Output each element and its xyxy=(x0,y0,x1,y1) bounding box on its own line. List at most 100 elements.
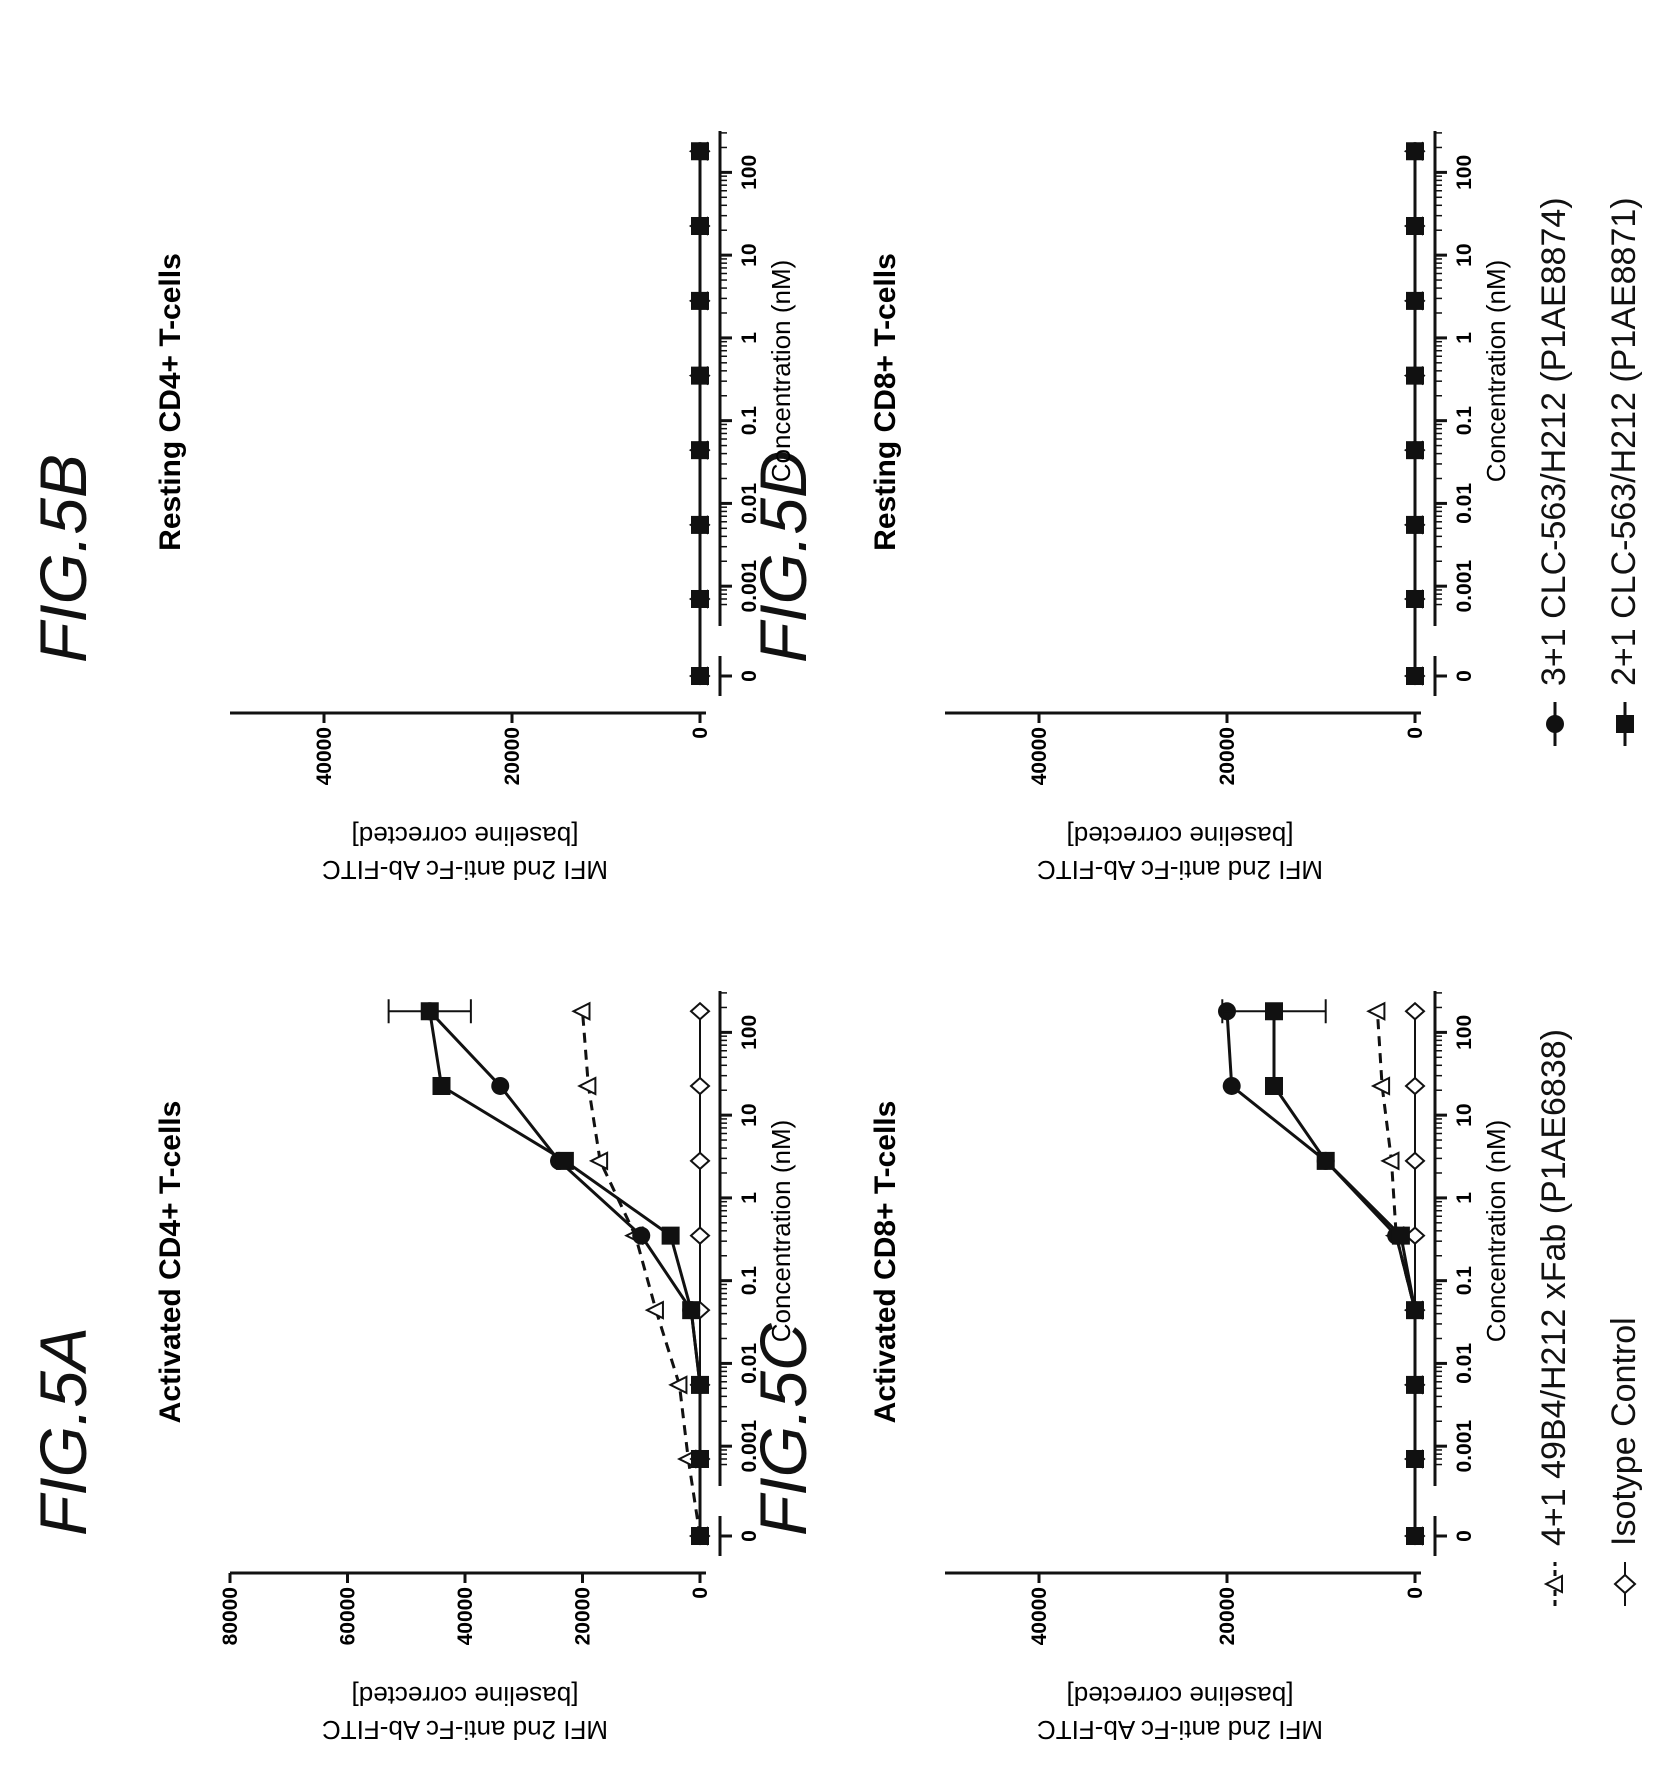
legend-label-iso: Isotype Control xyxy=(1605,1317,1643,1546)
y-tick-label: 0 xyxy=(1404,727,1427,739)
x-tick-label: 0.1 xyxy=(738,406,761,436)
x-tick-label: 10 xyxy=(738,243,761,266)
x-tick-label: 10 xyxy=(1453,1103,1476,1126)
series-line xyxy=(428,1010,702,1536)
chart-c: Activated CD8+ T-cells 0 20000 40000 0 0.001 0… xyxy=(869,991,1511,1745)
chart-panel-a: Activated CD4+ T-cells 0 20000 40000 60000 80… xyxy=(140,961,796,1761)
y-axis-label: MFI 2nd anti-Fc Ab-FITC xyxy=(1037,855,1323,885)
y-axis-label-sub: [baseline corrected] xyxy=(1067,1681,1294,1711)
data-point xyxy=(1406,1301,1424,1320)
x-tick-label: 1 xyxy=(1453,332,1476,344)
series-line xyxy=(581,1011,702,1537)
x-tick-label: 0 xyxy=(1453,1530,1476,1542)
x-tick-label: 10 xyxy=(738,1103,761,1126)
legend-symbol-circle-filled xyxy=(1545,702,1564,746)
data-point xyxy=(1406,667,1424,685)
data-point xyxy=(1406,1449,1424,1468)
data-point xyxy=(555,1151,574,1170)
legend-label-s2: 2+1 CLC-563/H212 (P1AE8871) xyxy=(1605,197,1643,686)
x-tick-label: 0.1 xyxy=(738,1266,761,1296)
y-tick-label: 60000 xyxy=(337,1587,360,1645)
data-point xyxy=(1265,1076,1283,1095)
series-s2 xyxy=(691,142,709,685)
y-axis-label-sub: [baseline corrected] xyxy=(352,821,579,851)
chart-d: Resting CD8+ T-cells 0 20000 40000 0 0.001 0.0… xyxy=(869,131,1511,885)
data-point xyxy=(1404,1076,1426,1096)
fig-5a-label: FIG.5A xyxy=(26,1326,100,1536)
series-s2 xyxy=(387,999,709,1545)
y-tick-label: 40000 xyxy=(1028,727,1051,785)
data-point xyxy=(661,1226,680,1245)
data-point xyxy=(588,1151,609,1171)
data-point xyxy=(1406,216,1424,235)
data-point xyxy=(632,1226,651,1245)
legend-label-s4: 4+1 49B4/H212 xFab (P1AE6838) xyxy=(1535,1029,1573,1546)
x-tick-label: 0.001 xyxy=(1453,560,1476,613)
y-tick-label: 20000 xyxy=(1216,727,1239,785)
series-s4 xyxy=(571,1001,708,1546)
data-point xyxy=(691,667,709,685)
data-point xyxy=(1316,1151,1335,1170)
data-point xyxy=(689,1076,711,1096)
x-tick-label: 0.1 xyxy=(1453,406,1476,436)
data-point xyxy=(1406,589,1424,608)
data-point xyxy=(1366,1001,1386,1021)
legend-label-s3: 3+1 CLC-563/H212 (P1AE8874) xyxy=(1535,197,1573,686)
data-point xyxy=(689,1151,711,1171)
x-axis-label: Concentration (nM) xyxy=(766,1120,796,1343)
x-tick-label: 0 xyxy=(738,670,761,682)
data-point xyxy=(691,291,709,310)
legend-item-s3: 3+1 CLC-563/H212 (P1AE8874) xyxy=(1535,197,1574,746)
x-tick-label: 0.001 xyxy=(738,560,761,613)
y-tick-label: 0 xyxy=(689,727,712,739)
data-point xyxy=(1404,1001,1426,1021)
legend-symbol-triangle-open xyxy=(1543,1562,1563,1606)
x-tick-label: 0 xyxy=(738,1530,761,1542)
data-point xyxy=(689,1001,711,1021)
legend-item-iso: Isotype Control xyxy=(1605,1317,1644,1606)
x-tick-label: 0.01 xyxy=(1453,483,1476,524)
data-point xyxy=(1391,1226,1410,1245)
data-point xyxy=(1265,1002,1283,1021)
data-point xyxy=(691,366,709,385)
series-line xyxy=(428,1011,702,1536)
series-s3 xyxy=(1218,1002,1424,1545)
y-tick-label: 40000 xyxy=(454,1587,477,1645)
data-point xyxy=(691,515,709,534)
data-point xyxy=(682,1301,701,1320)
data-point xyxy=(571,1001,591,1021)
y-tick-label: 0 xyxy=(1404,1587,1427,1599)
data-point xyxy=(1406,441,1424,460)
fig-5b-label: FIG.5B xyxy=(26,453,100,663)
data-point xyxy=(691,589,709,608)
y-tick-label: 80000 xyxy=(219,1587,242,1645)
data-point xyxy=(491,1076,510,1095)
chart-title: Activated CD4+ T-cells xyxy=(154,1101,187,1424)
x-axis-label: Concentration (nM) xyxy=(1481,1120,1511,1343)
x-tick-label: 0.01 xyxy=(738,483,761,524)
data-point xyxy=(577,1076,597,1096)
series-s2 xyxy=(1221,999,1424,1545)
data-point xyxy=(691,1527,709,1545)
chart-panel-c: Activated CD8+ T-cells 0 20000 40000 0 0.001 0… xyxy=(855,961,1511,1761)
legend-item-s2: 2+1 CLC-563/H212 (P1AE8871) xyxy=(1605,197,1644,746)
data-point xyxy=(691,1375,709,1394)
y-tick-label: 20000 xyxy=(572,1587,595,1645)
series-s2 xyxy=(1406,142,1424,685)
legend-symbol-diamond-open xyxy=(1613,1562,1636,1606)
x-tick-label: 0.001 xyxy=(738,1420,761,1473)
x-tick-label: 1 xyxy=(738,1192,761,1204)
data-point xyxy=(1404,1226,1426,1245)
legend-item-s4: 4+1 49B4/H212 xFab (P1AE6838) xyxy=(1535,1029,1574,1606)
data-point xyxy=(1406,515,1424,534)
y-axis-label: MFI 2nd anti-Fc Ab-FITC xyxy=(1037,1715,1323,1745)
x-axis-label: Concentration (nM) xyxy=(1481,260,1511,483)
y-axis-label: MFI 2nd anti-Fc Ab-FITC xyxy=(322,1715,608,1745)
y-tick-label: 0 xyxy=(689,1587,712,1599)
y-tick-label: 40000 xyxy=(1028,1587,1051,1645)
data-point xyxy=(1380,1151,1400,1171)
x-tick-label: 0.001 xyxy=(1453,1420,1476,1473)
data-point xyxy=(1406,291,1424,310)
data-point xyxy=(1370,1076,1391,1096)
x-tick-label: 100 xyxy=(738,155,761,190)
